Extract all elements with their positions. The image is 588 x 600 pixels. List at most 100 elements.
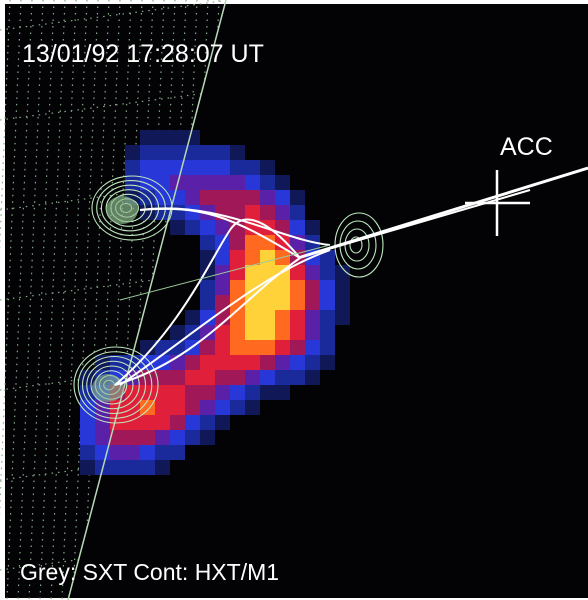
- pixel: [80, 460, 95, 475]
- pixel: [185, 160, 200, 175]
- pixel: [320, 265, 335, 280]
- pixel: [290, 295, 305, 310]
- pixel: [215, 415, 230, 430]
- pixel: [215, 325, 230, 340]
- pixel: [200, 175, 215, 190]
- pixel: [245, 340, 260, 355]
- pixel: [80, 445, 95, 460]
- pixel: [260, 235, 275, 250]
- pixel: [230, 400, 245, 415]
- pixel: [245, 355, 260, 370]
- pixel: [185, 220, 200, 235]
- contour: [86, 360, 140, 410]
- pixel: [215, 175, 230, 190]
- pixel: [320, 325, 335, 340]
- pixel: [245, 265, 260, 280]
- pixel: [290, 205, 305, 220]
- pixel: [230, 280, 245, 295]
- pixel: [200, 415, 215, 430]
- pixel: [275, 175, 290, 190]
- grid-line: [105, 0, 132, 600]
- grid-line: [6, 0, 33, 600]
- pixel: [185, 430, 200, 445]
- pixel: [305, 220, 320, 235]
- pixel: [320, 295, 335, 310]
- pixel: [215, 295, 230, 310]
- pixel: [185, 370, 200, 385]
- pixel: [260, 325, 275, 340]
- grid-line: [17, 0, 44, 600]
- pixel: [200, 430, 215, 445]
- pixel: [200, 235, 215, 250]
- pixel: [275, 325, 290, 340]
- pixel: [215, 355, 230, 370]
- pixel: [170, 340, 185, 355]
- pixel: [170, 400, 185, 415]
- pixel: [170, 325, 185, 340]
- pixel: [230, 385, 245, 400]
- contour: [77, 351, 153, 419]
- pixel: [230, 205, 245, 220]
- pixel: [170, 430, 185, 445]
- pixel: [185, 175, 200, 190]
- pixel: [200, 370, 215, 385]
- grid-line: [116, 0, 143, 600]
- pixel: [275, 205, 290, 220]
- pixel: [275, 280, 290, 295]
- pixel: [320, 280, 335, 295]
- pixel: [245, 280, 260, 295]
- pixel: [170, 445, 185, 460]
- pixel: [260, 370, 275, 385]
- pixel: [155, 430, 170, 445]
- pixel: [335, 265, 350, 280]
- pixel: [215, 145, 230, 160]
- pixel: [140, 430, 155, 445]
- pixel: [260, 160, 275, 175]
- pixel: [275, 190, 290, 205]
- pixel: [290, 280, 305, 295]
- pixel: [140, 145, 155, 160]
- pixel: [290, 190, 305, 205]
- pixel: [155, 370, 170, 385]
- pixel: [230, 190, 245, 205]
- loops: [114, 166, 588, 386]
- pixel: [155, 175, 170, 190]
- pixel: [200, 295, 215, 310]
- pixel: [245, 370, 260, 385]
- pixel: [305, 280, 320, 295]
- pixel: [140, 340, 155, 355]
- pixel: [245, 400, 260, 415]
- pixel: [155, 145, 170, 160]
- pixel: [230, 250, 245, 265]
- grid-line: [72, 0, 99, 600]
- pixel: [230, 175, 245, 190]
- contour: [73, 346, 159, 424]
- pixel: [155, 205, 170, 220]
- pixel: [335, 280, 350, 295]
- pixel: [260, 250, 275, 265]
- pixel: [245, 235, 260, 250]
- pixel: [155, 130, 170, 145]
- pixel: [215, 265, 230, 280]
- pixel: [335, 310, 350, 325]
- pixel: [200, 190, 215, 205]
- grid-line: [50, 0, 77, 600]
- pixel: [125, 445, 140, 460]
- pixel: [230, 325, 245, 340]
- pixel: [155, 460, 170, 475]
- pixel: [140, 400, 155, 415]
- pixel: [140, 205, 155, 220]
- hxt-contours: [73, 175, 384, 424]
- pixel: [260, 190, 275, 205]
- timestamp: 13/01/92 17:28:07 UT: [22, 40, 264, 68]
- pixel: [245, 205, 260, 220]
- grid-line: [61, 0, 88, 600]
- pixel: [170, 145, 185, 160]
- pixel: [140, 130, 155, 145]
- pixel: [155, 400, 170, 415]
- pixel: [305, 295, 320, 310]
- pixel: [140, 160, 155, 175]
- pixel: [200, 400, 215, 415]
- pixel: [200, 145, 215, 160]
- pixel: [275, 310, 290, 325]
